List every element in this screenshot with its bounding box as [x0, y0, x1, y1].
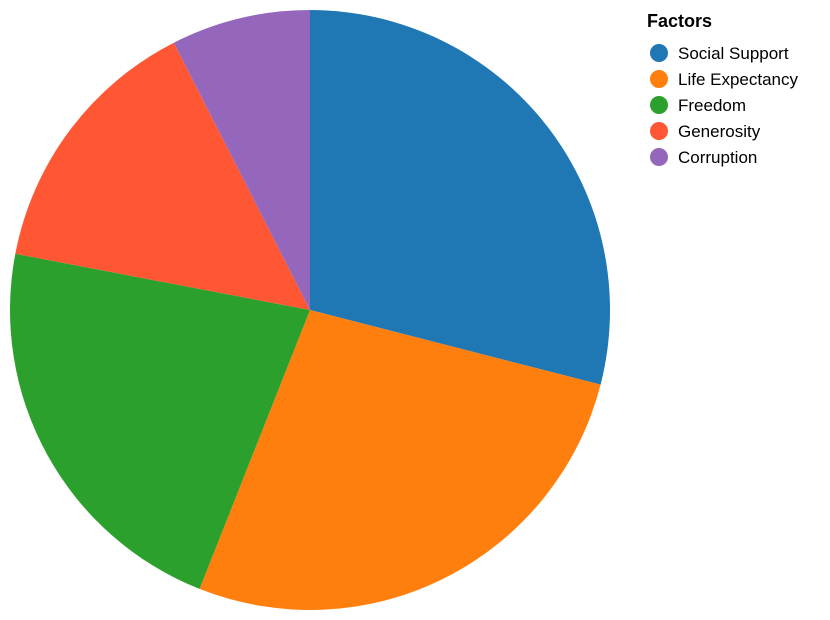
legend-item-freedom: Freedom: [650, 96, 746, 115]
legend-item-social-support: Social Support: [650, 44, 789, 63]
legend-swatch-social-support: [650, 44, 668, 62]
legend-label-life-expectancy: Life Expectancy: [678, 70, 799, 89]
legend-item-generosity: Generosity: [650, 122, 761, 141]
legend-label-corruption: Corruption: [678, 148, 757, 167]
legend-label-generosity: Generosity: [678, 122, 761, 141]
legend-label-social-support: Social Support: [678, 44, 789, 63]
legend-item-corruption: Corruption: [650, 148, 757, 167]
legend-label-freedom: Freedom: [678, 96, 746, 115]
pie-slice-freedom: [9, 253, 310, 589]
pie-slice-social-support: [310, 10, 610, 385]
pie-slice-life-expectancy: [199, 310, 601, 610]
legend-title: Factors: [647, 11, 712, 31]
legend-swatch-generosity: [650, 122, 668, 140]
legend: Factors Social Support Life Expectancy Fre…: [647, 11, 799, 167]
legend-items: Social Support Life Expectancy Freedom Gene…: [650, 44, 799, 167]
pie-slice-generosity: [15, 42, 311, 310]
pie-slice-corruption: [173, 10, 310, 310]
legend-swatch-life-expectancy: [650, 70, 668, 88]
legend-swatch-corruption: [650, 148, 668, 166]
legend-item-life-expectancy: Life Expectancy: [650, 70, 799, 89]
legend-swatch-freedom: [650, 96, 668, 114]
pie-slices: [9, 10, 610, 610]
